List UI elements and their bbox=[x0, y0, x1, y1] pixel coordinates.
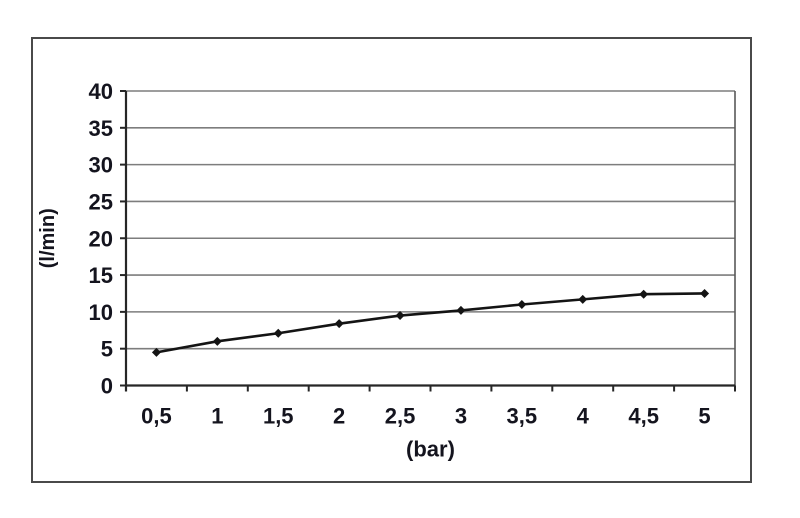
y-tick-label: 10 bbox=[89, 300, 113, 325]
series-marker bbox=[639, 289, 649, 299]
x-tick-label: 1,5 bbox=[263, 404, 294, 429]
series-marker bbox=[578, 294, 588, 304]
y-tick-label: 30 bbox=[89, 153, 113, 178]
series-marker bbox=[334, 319, 344, 329]
x-tick-label: 1 bbox=[211, 404, 223, 429]
y-tick-label: 25 bbox=[89, 189, 113, 214]
y-tick-label: 15 bbox=[89, 263, 113, 288]
series-line bbox=[156, 292, 705, 354]
x-tick-label: 2 bbox=[333, 404, 345, 429]
chart-border-frame: 0 5 10 15 20 25 30 35 40 0,5 1 1,5 2 2,5 3 3,5 4 4,5 5 (l/m… bbox=[31, 37, 752, 483]
y-tick-label: 0 bbox=[101, 374, 113, 399]
series-marker bbox=[212, 336, 222, 346]
x-tick-label: 4,5 bbox=[628, 404, 659, 429]
y-tick-label: 5 bbox=[101, 337, 113, 362]
series-marker bbox=[273, 328, 283, 338]
y-axis-title: (l/min) bbox=[37, 208, 59, 268]
series-marker bbox=[151, 347, 161, 357]
x-tick-label: 3,5 bbox=[507, 404, 538, 429]
series-marker bbox=[395, 311, 405, 321]
x-tick-label: 4 bbox=[577, 404, 590, 429]
y-tick-label: 35 bbox=[89, 116, 113, 141]
y-tick-label: 40 bbox=[89, 79, 113, 104]
series-marker bbox=[700, 288, 710, 298]
x-tick-label: 5 bbox=[698, 404, 710, 429]
y-tick-label: 20 bbox=[89, 226, 113, 251]
x-tick-label: 3 bbox=[455, 404, 467, 429]
x-tick-label: 2,5 bbox=[385, 404, 416, 429]
x-tick-label: 0,5 bbox=[141, 404, 172, 429]
series-marker bbox=[517, 300, 527, 310]
x-axis-title: (bar) bbox=[406, 437, 455, 462]
series-marker bbox=[456, 305, 466, 315]
flow-chart-svg: 0 5 10 15 20 25 30 35 40 0,5 1 1,5 2 2,5 3 3,5 4 4,5 5 (l/m… bbox=[37, 79, 736, 462]
